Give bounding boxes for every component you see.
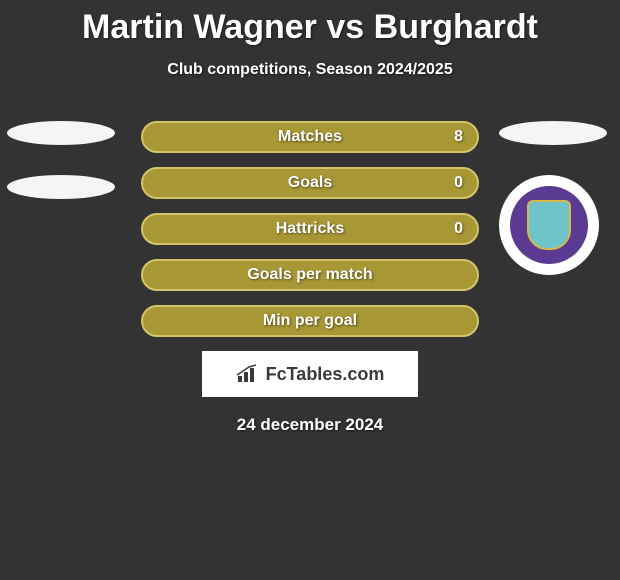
player2-name: Burghardt bbox=[374, 8, 538, 46]
stat-value: 0 bbox=[454, 220, 463, 238]
stats-table: Matches 8 Goals 0 Hattricks 0 Goals per … bbox=[141, 121, 479, 337]
content-area: Matches 8 Goals 0 Hattricks 0 Goals per … bbox=[0, 121, 620, 435]
subtitle: Club competitions, Season 2024/2025 bbox=[0, 61, 620, 79]
stat-label: Goals bbox=[288, 174, 332, 192]
stat-label: Min per goal bbox=[263, 312, 357, 330]
stat-label: Goals per match bbox=[247, 266, 372, 284]
left-badges bbox=[7, 121, 115, 229]
player1-name: Martin Wagner bbox=[82, 8, 317, 46]
right-badges bbox=[499, 121, 607, 275]
attribution-text: FcTables.com bbox=[236, 364, 385, 385]
club2-badge-shield bbox=[527, 200, 571, 250]
club1-badge-placeholder bbox=[7, 175, 115, 199]
club2-badge-inner bbox=[510, 186, 588, 264]
bar-chart-icon bbox=[236, 364, 260, 384]
stat-row-matches: Matches 8 bbox=[141, 121, 479, 153]
player2-headshot-placeholder bbox=[499, 121, 607, 145]
club2-badge bbox=[499, 175, 599, 275]
stat-row-goals-per-match: Goals per match bbox=[141, 259, 479, 291]
stat-label: Matches bbox=[278, 128, 342, 146]
stat-row-hattricks: Hattricks 0 bbox=[141, 213, 479, 245]
attribution-label: FcTables.com bbox=[266, 364, 385, 385]
player1-headshot-placeholder bbox=[7, 121, 115, 145]
stat-value: 8 bbox=[454, 128, 463, 146]
stat-row-goals: Goals 0 bbox=[141, 167, 479, 199]
page-title: Martin Wagner vs Burghardt bbox=[0, 0, 620, 47]
attribution-box: FcTables.com bbox=[202, 351, 418, 397]
stat-value: 0 bbox=[454, 174, 463, 192]
stat-label: Hattricks bbox=[276, 220, 344, 238]
vs-text: vs bbox=[326, 8, 364, 46]
date-text: 24 december 2024 bbox=[0, 415, 620, 435]
stat-row-min-per-goal: Min per goal bbox=[141, 305, 479, 337]
